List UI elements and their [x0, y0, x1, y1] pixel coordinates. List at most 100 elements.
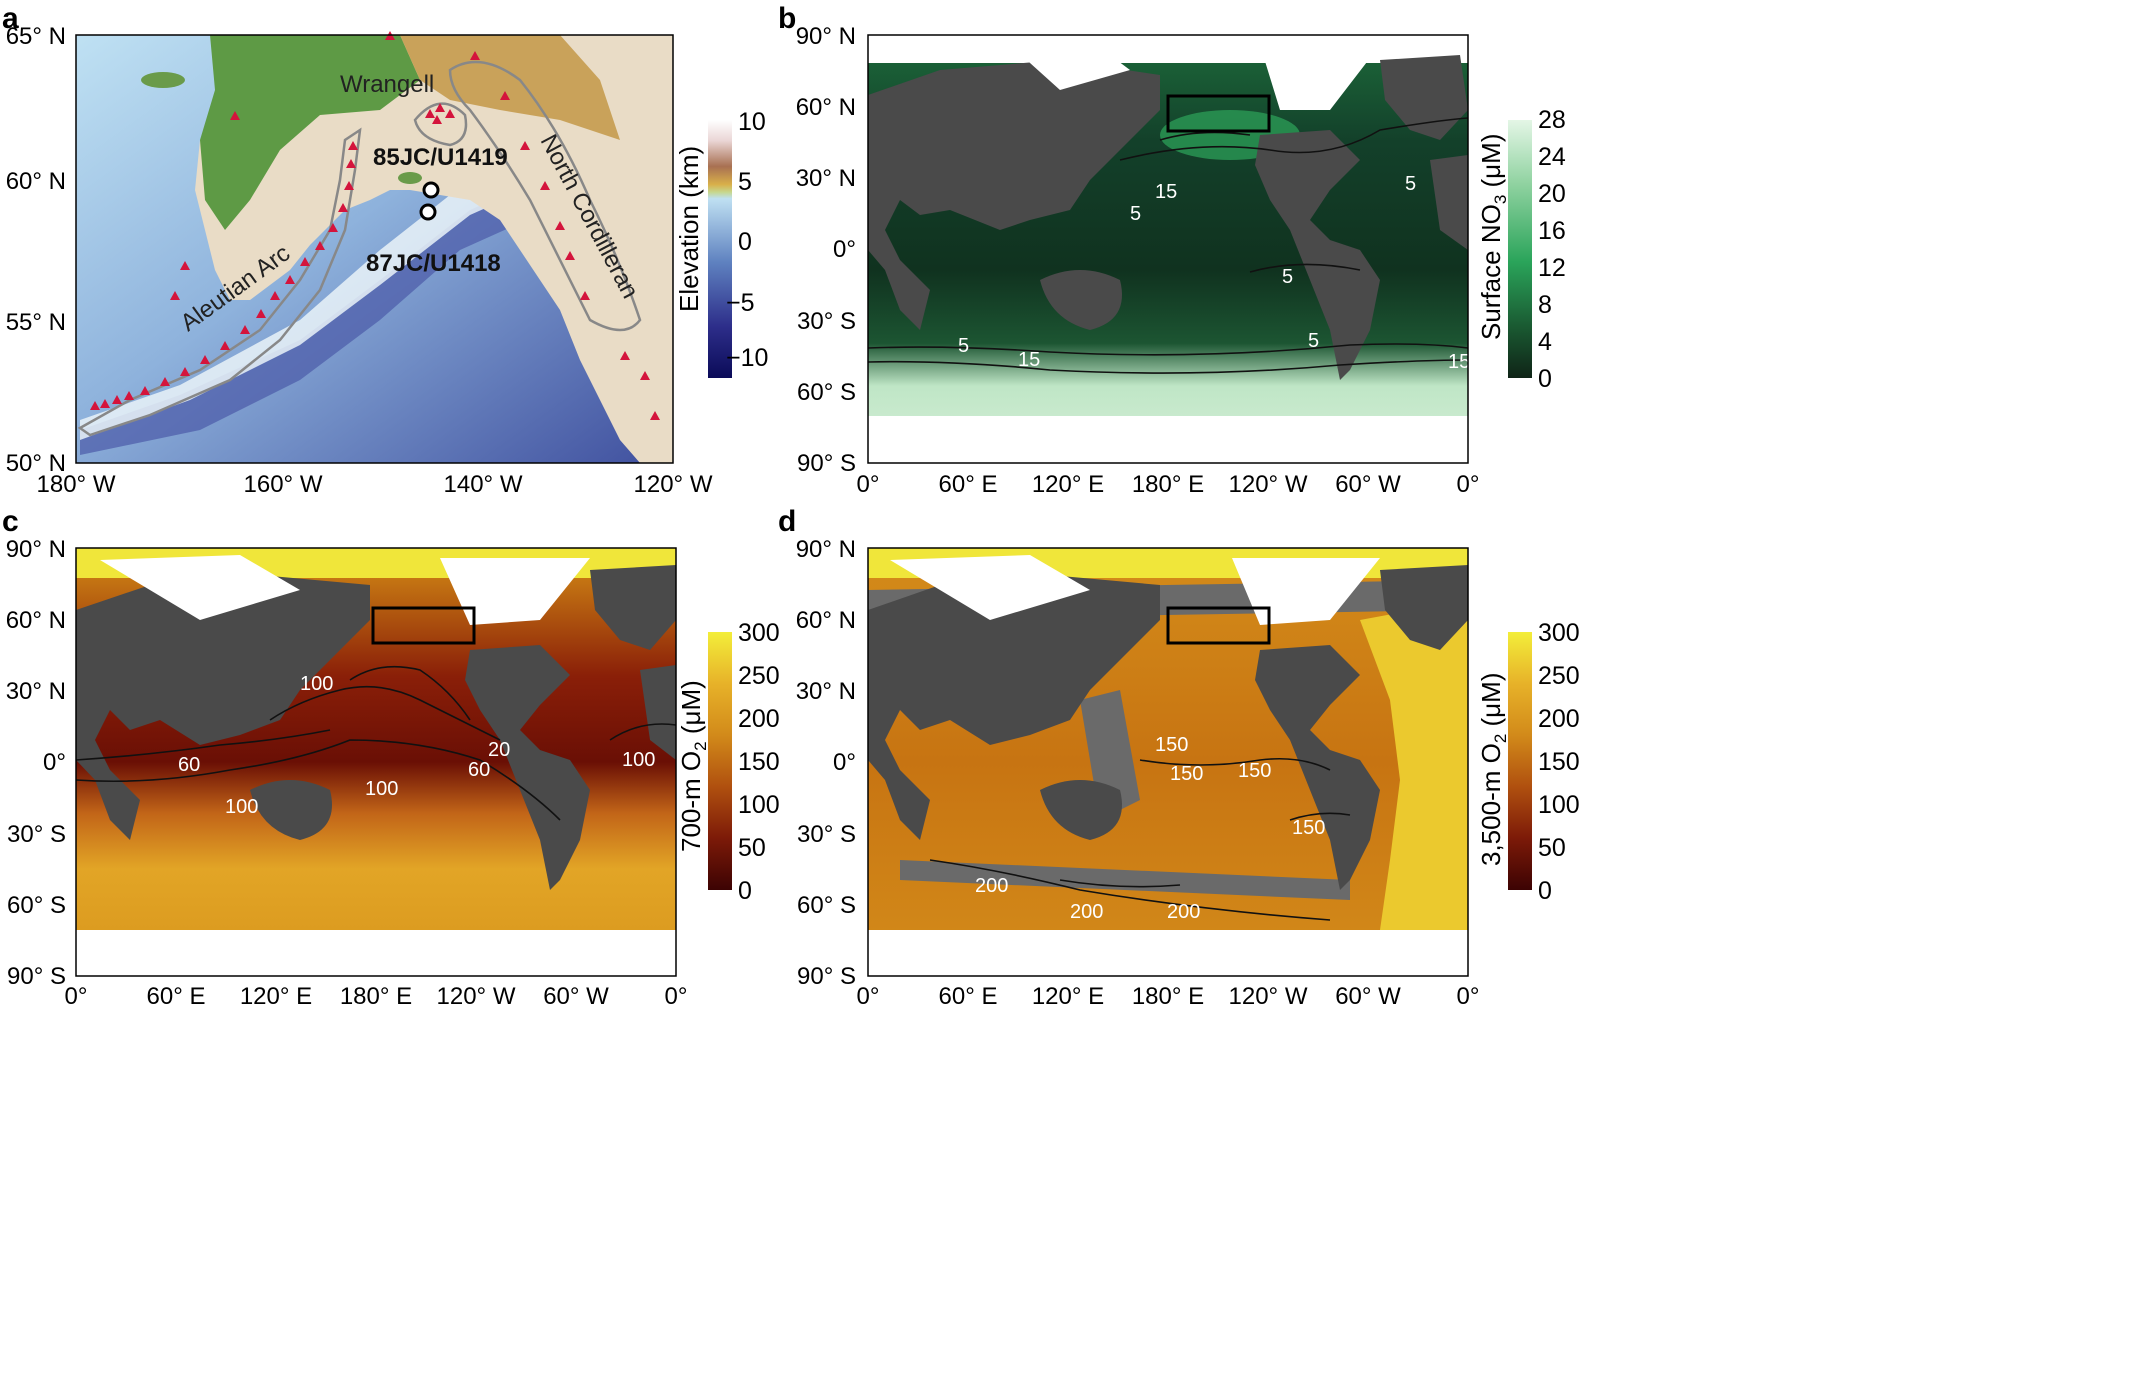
no3-contours: [867, 117, 1469, 374]
lat-tick: 0°: [43, 749, 66, 776]
lat-tick: 60° S: [797, 379, 856, 406]
wrangell-outline: [413, 102, 468, 147]
lon-tick: 0°: [857, 471, 880, 498]
lon-tick: 0°: [665, 983, 688, 1010]
panel-b-letter: b: [778, 2, 796, 35]
contour-label: 15: [1018, 349, 1040, 371]
cb-tick: 0: [1538, 365, 1552, 393]
lat-tick: 60° N: [796, 94, 856, 121]
lat-tick: 50° N: [6, 450, 66, 477]
lat-tick: 30° S: [797, 308, 856, 335]
lon-tick: 160° W: [244, 471, 323, 498]
cb-tick: −10: [726, 344, 768, 372]
o2-3500-colorbar-label: 3,500-m O2 (μM): [1476, 673, 1510, 866]
cb-tick: 0: [1538, 877, 1552, 905]
north-cordilleran-outline: [448, 60, 642, 332]
cb-tick: 100: [1538, 791, 1580, 819]
contour-label: 5: [902, 38, 913, 60]
land-north-america: [195, 35, 673, 463]
panel-c-colorbar: 300 250 200 150 100 50 0 700-m O2 (μM): [676, 619, 780, 905]
panel-d-lat-ticks: 90° N 60° N 30° N 0° 30° S 60° S 90° S: [796, 536, 856, 990]
panel-b: b 5 15 5: [778, 2, 1566, 498]
lat-tick: 30° N: [6, 678, 66, 705]
volcano-markers: [90, 31, 660, 420]
panel-c-map: 100 60 100 100 60 20 100: [75, 547, 677, 977]
cb-tick: 250: [738, 662, 780, 690]
region-box: [1166, 94, 1271, 133]
region-box: [371, 606, 476, 645]
cb-tick: 10: [738, 108, 766, 136]
lon-tick: 120° W: [1229, 471, 1308, 498]
cb-tick: 0: [738, 228, 752, 256]
o2-3500-ice-south: [868, 930, 1468, 976]
panel-d-lon-ticks: 0° 60° E 120° E 180° E 120° W 60° W 0°: [857, 983, 1480, 1010]
panel-b-lon-ticks: 0° 60° E 120° E 180° E 120° W 60° W 0°: [857, 471, 1480, 498]
contour-label: 5: [1308, 330, 1319, 352]
panel-a-lon-ticks: 180° W 160° W 140° W 120° W: [37, 471, 713, 498]
region-box: [1166, 606, 1271, 645]
lon-tick: 60° W: [543, 983, 609, 1010]
land-green-lowland: [200, 35, 420, 230]
elevation-colorbar: [708, 120, 732, 378]
lat-tick: 30° S: [797, 821, 856, 848]
cb-tick: 150: [1538, 748, 1580, 776]
site-u1418-label: 87JC/U1418: [366, 250, 501, 277]
lat-tick: 60° N: [796, 607, 856, 634]
contour-label: 100: [300, 673, 333, 695]
no3-ice-north: [868, 35, 1468, 63]
contour-label: 100: [622, 749, 655, 771]
lon-tick: 60° W: [1335, 471, 1401, 498]
contour-label: 100: [365, 778, 398, 800]
o2-3500-atlantic: [1360, 600, 1468, 930]
lat-tick: 60° N: [6, 607, 66, 634]
panel-b-lat-ticks: 90° N 60° N 30° N 0° 30° S 60° S 90° S: [796, 23, 856, 477]
lat-tick: 0°: [833, 749, 856, 776]
contour-label: 200: [1270, 935, 1303, 957]
lon-tick: 120° E: [1032, 471, 1104, 498]
cb-tick: 28: [1538, 106, 1566, 134]
no3-land: [868, 55, 1468, 380]
cb-tick: 250: [1538, 662, 1580, 690]
lat-tick: 90° N: [796, 23, 856, 50]
contour-label: 200: [1167, 901, 1200, 923]
lat-tick: 30° S: [7, 821, 66, 848]
cb-tick: 300: [738, 619, 780, 647]
cb-tick: 150: [738, 748, 780, 776]
contour-label: 150: [1292, 817, 1325, 839]
site-u1419-marker: [422, 181, 440, 199]
panel-a-frame: [75, 34, 674, 464]
o2-3500-land: [868, 565, 1468, 890]
contour-label: 100: [225, 796, 258, 818]
lon-tick: 180° W: [37, 471, 116, 498]
no3-arctic-ice: [1010, 40, 1380, 110]
lon-tick: 180° E: [340, 983, 412, 1010]
o2-700-contour-labels: 100 60 100 100 60 20 100: [178, 673, 655, 818]
o2-700-colorbar-label: 700-m O2 (μM): [676, 680, 710, 852]
no3-contour-labels: 5 15 5 5 5 15 5 5 15: [902, 38, 1470, 373]
lat-tick: 55° N: [6, 309, 66, 336]
panel-d-colorbar: 300 250 200 150 100 50 0 3,500-m O2 (μM): [1476, 619, 1580, 905]
o2-700-colorbar: [708, 632, 732, 890]
panel-d-letter: d: [778, 505, 796, 538]
panel-d-map: 150 150 150 150 200 200 200 200: [867, 547, 1469, 977]
cb-tick: 8: [1538, 291, 1552, 319]
lat-tick: 60° S: [797, 892, 856, 919]
lat-tick: 90° S: [7, 963, 66, 990]
cb-tick: 50: [738, 834, 766, 862]
panel-b-frame: [867, 34, 1469, 464]
cb-tick: 0: [738, 877, 752, 905]
lon-tick: 120° W: [1229, 983, 1308, 1010]
contour-label: 5: [1405, 173, 1416, 195]
lat-tick: 30° N: [796, 165, 856, 192]
cb-tick: −5: [726, 289, 755, 317]
panel-c-frame: [75, 547, 677, 977]
site-u1419-label: 85JC/U1419: [373, 144, 508, 171]
contour-label: 150: [1238, 760, 1271, 782]
panel-a-colorbar: 10 5 0 −5 −10 Elevation (km): [674, 108, 768, 378]
panel-c-lon-ticks: 0° 60° E 120° E 180° E 120° W 60° W 0°: [65, 983, 688, 1010]
site-u1418-marker: [419, 203, 437, 221]
cb-tick: 50: [1538, 834, 1566, 862]
panel-b-map: 5 15 5 5 5 15 5 5 15: [867, 34, 1470, 464]
contour-label: 150: [1155, 734, 1188, 756]
cb-tick: 300: [1538, 619, 1580, 647]
